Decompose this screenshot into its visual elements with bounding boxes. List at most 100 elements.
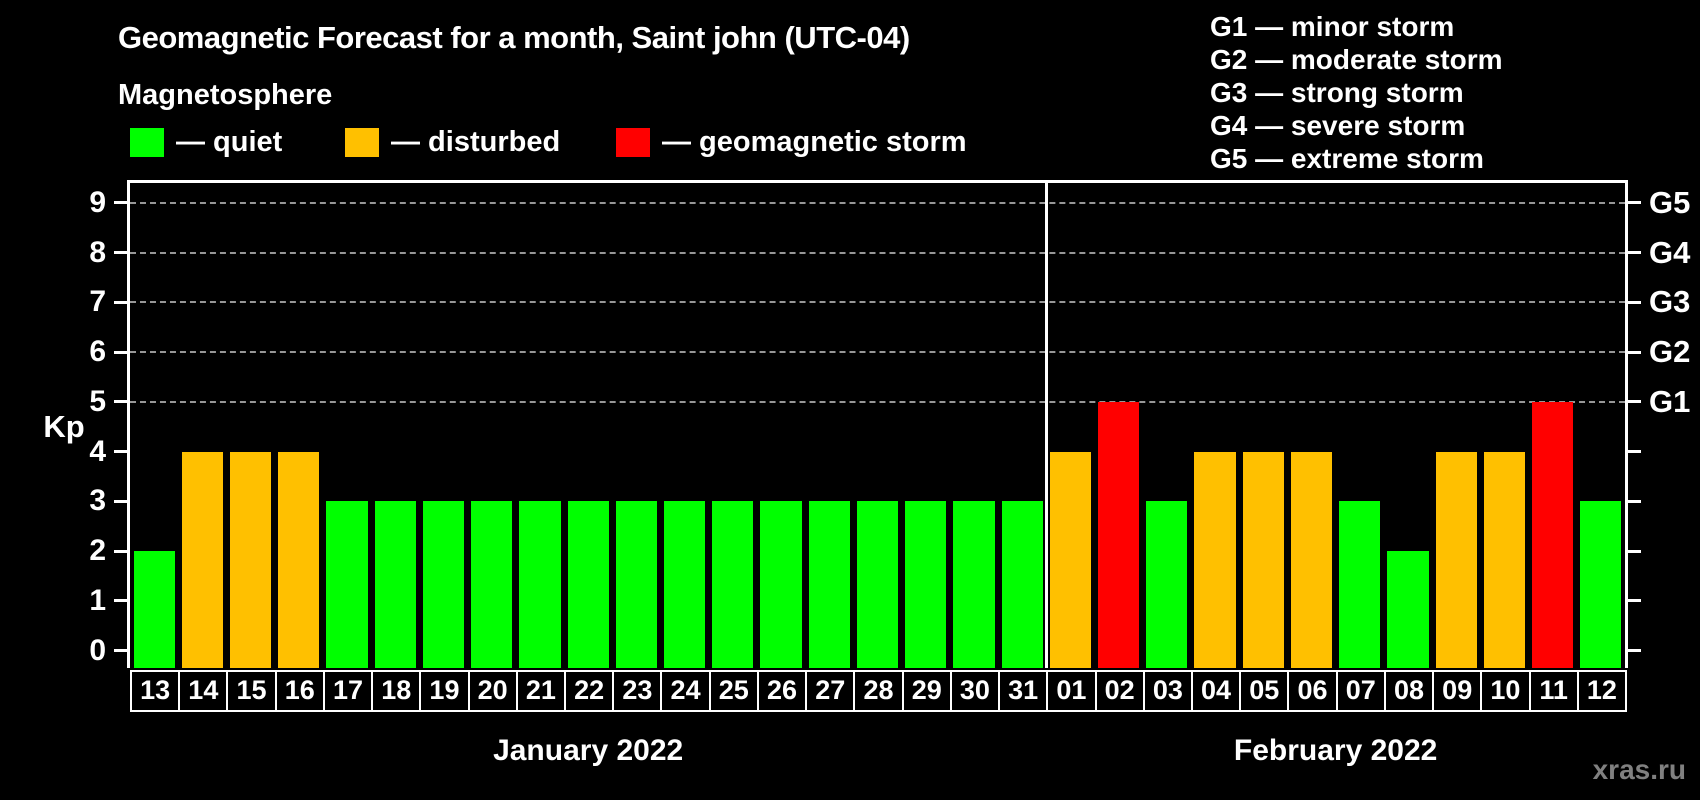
day-label-february-10: 10 [1480,670,1531,712]
y-tick-label-6: 6 [89,335,106,369]
g-scale-legend: G1 — minor storm G2 — moderate storm G3 … [1210,10,1503,175]
y-tick-left-4 [114,450,127,454]
quiet-label: — quiet [176,125,283,158]
y-axis-left [127,180,130,668]
day-label-february-05: 05 [1239,670,1290,712]
day-label-january-31: 31 [998,670,1049,712]
bar-february-10 [1483,451,1526,668]
day-label-january-20: 20 [467,670,518,712]
bar-february-02 [1098,401,1140,668]
y-tick-label-1: 1 [89,583,106,617]
bar-january-16 [278,451,320,668]
gridline-kp7 [130,301,1625,304]
y-tick-right-1 [1628,599,1641,603]
right-axis-label-g3: G3 [1649,284,1691,320]
y-axis-title: Kp [43,408,85,444]
bar-january-31 [1001,501,1043,668]
bar-january-13 [133,551,175,668]
day-label-january-14: 14 [178,670,229,712]
plot-top-border [127,180,1628,183]
y-tick-label-0: 0 [89,633,106,667]
bar-january-30 [953,501,995,668]
right-axis-label-g2: G2 [1649,334,1691,370]
bar-january-15 [229,451,272,668]
y-tick-right-0 [1628,649,1641,653]
right-axis-label-g1: G1 [1649,383,1691,419]
day-label-january-27: 27 [805,670,856,712]
y-tick-label-2: 2 [89,534,106,568]
day-label-january-30: 30 [949,670,1001,712]
y-tick-left-7 [114,300,127,304]
bar-january-29 [905,501,947,668]
y-tick-label-9: 9 [89,185,106,219]
day-label-january-24: 24 [660,670,711,712]
month-separator [1044,183,1048,668]
storm-color-swatch [616,127,650,157]
y-tick-right-7 [1628,300,1641,304]
bar-january-21 [519,501,561,668]
bar-february-01 [1049,451,1091,668]
disturbed-color-swatch [345,127,379,157]
y-tick-left-9 [114,201,127,205]
bar-january-23 [615,501,657,668]
y-tick-left-1 [114,599,127,603]
bar-february-07 [1339,501,1381,668]
day-label-february-02: 02 [1094,670,1145,712]
disturbed-label: — disturbed [391,125,561,158]
y-tick-left-6 [114,350,127,354]
bar-february-08 [1387,551,1429,668]
gridline-kp9 [130,201,1625,204]
day-label-february-09: 09 [1432,670,1483,712]
bar-january-24 [663,501,706,668]
y-tick-left-0 [114,649,127,653]
magnetosphere-label: Magnetosphere [118,79,333,111]
bar-january-22 [567,501,609,668]
day-label-february-11: 11 [1528,670,1579,712]
legend-item-quiet: — quiet [130,126,282,158]
y-tick-left-3 [114,499,127,503]
day-label-january-21: 21 [515,670,567,712]
quiet-color-swatch [130,127,164,157]
y-tick-label-8: 8 [89,235,106,269]
bar-january-17 [326,501,368,668]
month-label-february: February 2022 [1233,734,1438,767]
y-axis-right [1625,180,1628,668]
g1-legend-line: G1 — minor storm [1210,11,1455,42]
g3-legend-line: G3 — strong storm [1210,77,1464,108]
legend-item-storm: — geomagnetic storm [616,126,967,158]
bar-january-14 [181,451,223,668]
g2-legend-line: G2 — moderate storm [1210,44,1503,75]
bar-february-04 [1194,451,1236,668]
right-axis-label-g5: G5 [1649,184,1691,220]
y-tick-right-6 [1628,350,1641,354]
y-tick-right-2 [1628,549,1641,553]
legend-item-disturbed: — disturbed [345,126,560,158]
y-tick-right-8 [1628,251,1641,255]
day-label-january-13: 13 [130,670,181,712]
y-tick-left-2 [114,549,127,553]
watermark: xras.ru [1592,754,1686,785]
day-label-january-18: 18 [371,670,422,712]
right-axis-label-g4: G4 [1649,234,1691,270]
day-label-january-16: 16 [274,670,325,712]
month-label-january: January 2022 [493,734,684,767]
y-tick-label-3: 3 [89,484,106,518]
day-label-january-25: 25 [708,670,759,712]
y-tick-label-7: 7 [89,285,106,319]
day-label-january-23: 23 [612,670,663,712]
y-tick-label-5: 5 [89,384,106,418]
g5-legend-line: G5 — extreme storm [1210,143,1484,174]
bar-january-28 [856,501,899,668]
day-label-january-28: 28 [853,670,904,712]
gridline-kp5 [130,400,1625,403]
day-label-january-26: 26 [756,670,808,712]
y-tick-right-9 [1628,201,1641,205]
y-tick-left-8 [114,251,127,255]
day-label-february-07: 07 [1335,670,1386,712]
gridline-kp8 [130,251,1625,254]
day-label-february-08: 08 [1383,670,1435,712]
chart-title: Geomagnetic Forecast for a month, Saint … [118,20,910,55]
day-label-february-01: 01 [1046,670,1097,712]
day-label-february-12: 12 [1576,670,1627,712]
y-tick-right-5 [1628,400,1641,404]
